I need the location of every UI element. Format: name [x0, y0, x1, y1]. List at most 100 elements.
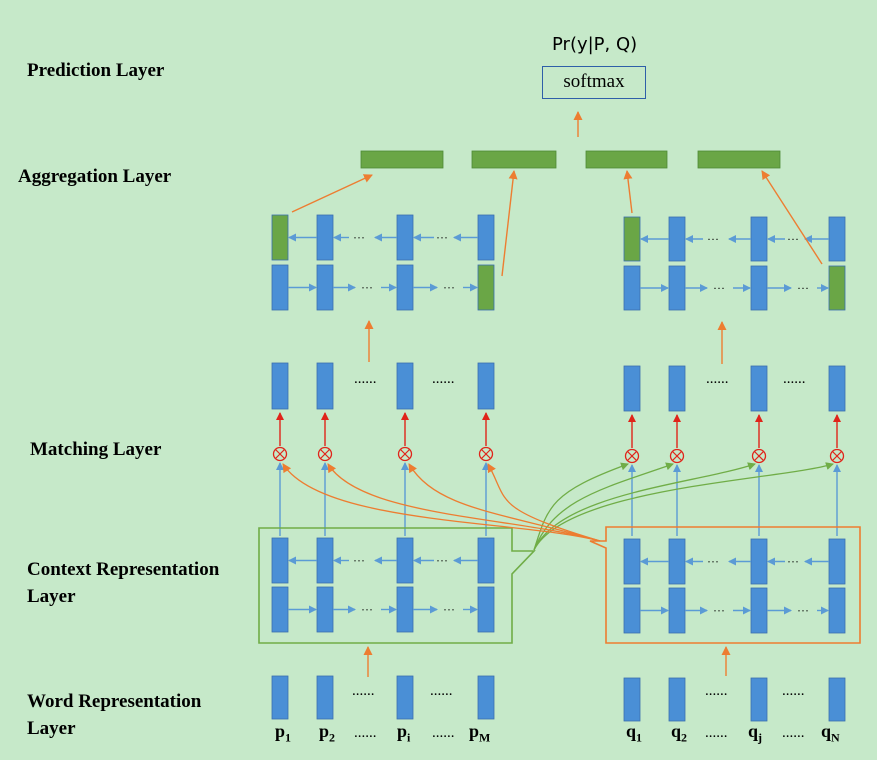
ctx-p-top-vector-107 [397, 538, 413, 583]
ctx-p-bottom-vector-110 [478, 587, 494, 632]
ctx-q-bottom-vector-128 [669, 588, 685, 633]
context-layer-label-line1: Context Representation [27, 557, 219, 583]
ctx-p-bottom-vector-108 [397, 587, 413, 632]
ctx-q-bottom-vector-126 [624, 588, 640, 633]
agg-q-top-vector-27 [624, 217, 640, 261]
ctx-q-top-vector-129 [751, 539, 767, 584]
ctx-q-top-vector-131 [829, 539, 845, 584]
agg-q-back-ellipsis-40: ··· [787, 232, 799, 246]
agg-p-top-vector-9 [397, 215, 413, 260]
agg-p-bottom-vector-10 [397, 265, 413, 310]
token-pi: pi [397, 721, 410, 746]
word-layer-label-line2: Layer [27, 716, 76, 742]
agg-q-top-vector-33 [829, 217, 845, 261]
matching-layer-label: Matching Layer [30, 437, 161, 463]
aggregation-layer-label: Aggregation Layer [18, 164, 171, 190]
token-qN: qN [821, 721, 840, 746]
orange-match-curve-155 [409, 464, 600, 541]
matching-vector-p-58 [478, 363, 494, 409]
word-ellipsis-p-a: ...... [354, 725, 377, 742]
agg-q-bottom-vector-28 [624, 266, 640, 310]
agg-p-fwd-ellipsis-25: ··· [443, 281, 455, 295]
matching-vector-q-60 [669, 366, 685, 411]
ctx-q-back-ellipsis-135: ··· [707, 555, 719, 569]
agg-p-back-ellipsis-15: ··· [353, 231, 365, 245]
agg-p-bottom-vector-8 [317, 265, 333, 310]
word-ellipsis-p-d: ...... [430, 683, 453, 700]
token-q2: q2 [671, 721, 687, 746]
agg-p-fwd-ellipsis-22: ··· [361, 281, 373, 295]
matching-vector-q-62 [829, 366, 845, 411]
word-ellipsis-q-a: ...... [705, 725, 728, 742]
agg-q-fwd-ellipsis-47: ··· [797, 281, 809, 295]
token-p1: p1 [275, 721, 291, 746]
matching-vector-q-61 [751, 366, 767, 411]
agg-q-bottom-vector-34 [829, 266, 845, 310]
token-pM: pM [469, 721, 490, 746]
softmax-box: softmax [542, 66, 646, 99]
word-layer-label-line1: Word Representation [27, 689, 201, 715]
match-ellipsis-q-a: ...... [706, 371, 729, 388]
context-layer-label-line2: Layer [27, 584, 76, 610]
ctx-p-fwd-ellipsis-123: ··· [443, 603, 455, 617]
aggregation-vector-0 [361, 151, 443, 168]
aggregation-vector-3 [698, 151, 780, 168]
agg-p-back-ellipsis-18: ··· [436, 231, 448, 245]
match-ellipsis-p-b: ...... [432, 371, 455, 388]
word-vector-p-161 [397, 676, 413, 719]
matching-vector-p-56 [317, 363, 333, 409]
word-ellipsis-q-b: ...... [782, 725, 805, 742]
ctx-q-bottom-vector-132 [829, 588, 845, 633]
agg-p-top-vector-7 [317, 215, 333, 260]
ctx-q-top-vector-127 [669, 539, 685, 584]
word-vector-q-163 [624, 678, 640, 721]
token-q1: q1 [626, 721, 642, 746]
aggregation-vector-2 [586, 151, 667, 168]
agg-q-fwd-ellipsis-44: ··· [713, 281, 725, 295]
word-vector-q-165 [751, 678, 767, 721]
ctx-p-top-vector-105 [317, 538, 333, 583]
ctx-p-top-vector-109 [478, 538, 494, 583]
agg-q-back-ellipsis-37: ··· [707, 232, 719, 246]
match-ellipsis-q-b: ...... [783, 371, 806, 388]
word-ellipsis-q-d: ...... [782, 683, 805, 700]
agg-p-bottom-vector-12 [478, 265, 494, 310]
prediction-probability-label: Pr(y|P, Q) [552, 34, 637, 55]
matching-vector-q-59 [624, 366, 640, 411]
agg-p-top-vector-11 [478, 215, 494, 260]
agg-p-bottom-vector-6 [272, 265, 288, 310]
agg-arrow-49 [292, 175, 372, 212]
ctx-q-top-vector-125 [624, 539, 640, 584]
word-vector-p-159 [272, 676, 288, 719]
agg-arrow-51 [627, 171, 632, 213]
ctx-p-back-ellipsis-116: ··· [436, 554, 448, 568]
word-ellipsis-p-b: ...... [432, 725, 455, 742]
agg-q-bottom-vector-32 [751, 266, 767, 310]
agg-q-top-vector-29 [669, 217, 685, 261]
prediction-layer-label: Prediction Layer [27, 58, 164, 84]
aggregation-vector-1 [472, 151, 556, 168]
ctx-p-bottom-vector-104 [272, 587, 288, 632]
ctx-q-back-ellipsis-138: ··· [787, 555, 799, 569]
agg-p-top-vector-5 [272, 215, 288, 260]
word-vector-p-160 [317, 676, 333, 719]
word-ellipsis-q-c: ...... [705, 683, 728, 700]
ctx-p-top-vector-103 [272, 538, 288, 583]
matching-vector-p-57 [397, 363, 413, 409]
word-vector-q-166 [829, 678, 845, 721]
ctx-q-fwd-ellipsis-142: ··· [713, 604, 725, 618]
word-ellipsis-p-c: ...... [352, 683, 375, 700]
agg-q-top-vector-31 [751, 217, 767, 261]
agg-q-bottom-vector-30 [669, 266, 685, 310]
agg-arrow-50 [502, 171, 514, 276]
token-p2: p2 [319, 721, 335, 746]
word-vector-p-162 [478, 676, 494, 719]
ctx-q-fwd-ellipsis-145: ··· [797, 604, 809, 618]
ctx-p-fwd-ellipsis-120: ··· [361, 603, 373, 617]
ctx-q-bottom-vector-130 [751, 588, 767, 633]
token-qj: qj [748, 721, 762, 746]
ctx-p-bottom-vector-106 [317, 587, 333, 632]
ctx-p-back-ellipsis-113: ··· [353, 554, 365, 568]
word-vector-q-164 [669, 678, 685, 721]
